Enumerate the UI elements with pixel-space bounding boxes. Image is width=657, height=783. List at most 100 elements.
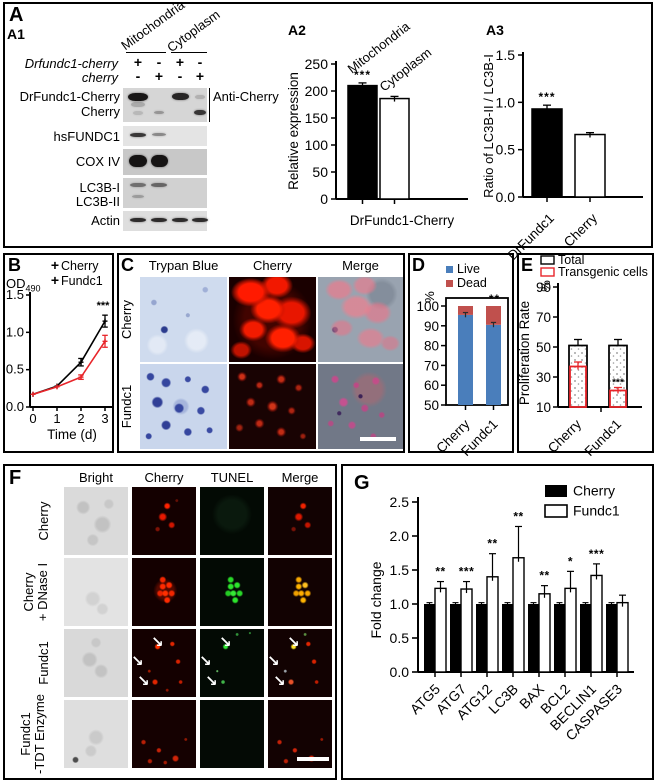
a3-tick: 0.5 xyxy=(496,142,516,158)
b-xtick: 2 xyxy=(77,411,84,426)
arrow-icon: ↘ xyxy=(273,673,286,690)
blot-strip xyxy=(123,149,207,175)
blot-band xyxy=(129,133,147,137)
f-image-r4-tunel xyxy=(200,700,264,768)
blot-strip xyxy=(123,88,207,122)
a2-tick: 100 xyxy=(305,137,329,153)
panel-label-c: C xyxy=(121,255,134,275)
f-image-r3-tunel: ↘ ↘ ↘ xyxy=(199,629,264,697)
b-ytick: 1.5 xyxy=(6,287,24,302)
antibody-label: Anti-Cherry xyxy=(213,89,279,104)
f-image-r2-cherry xyxy=(132,558,196,626)
blot-band xyxy=(171,218,189,222)
b-ylabel-sub: 490 xyxy=(25,283,41,294)
c-row-label-fundc1: Fundc1 xyxy=(119,384,135,429)
blot-strip xyxy=(123,126,207,146)
f-image-r1-cherry xyxy=(132,487,196,555)
f-row-label-cherry-dnase: Cherry + DNase I xyxy=(21,562,50,622)
a2-ylabel: Relative expression xyxy=(286,72,301,190)
c-image-cherry-merge xyxy=(318,277,403,362)
blot-band xyxy=(150,218,168,222)
f-header-cherry: Cherry xyxy=(144,470,184,485)
e-ytick: 10 xyxy=(536,400,551,415)
e-ylabel: Proliferation Rate xyxy=(517,301,532,405)
a3-tick: 1.0 xyxy=(496,94,516,110)
blot-label-cherry: Cherry xyxy=(80,104,120,119)
f-image-r1-merge xyxy=(268,487,332,555)
lane-sign: - xyxy=(177,68,183,84)
e-legend-0: Total xyxy=(558,253,584,267)
lane-sign: - xyxy=(197,54,203,70)
b-sig: *** xyxy=(97,300,111,312)
lane-sign: + xyxy=(154,68,164,84)
f-image-r4-cherry xyxy=(132,700,196,768)
b-legend-label: Cherry xyxy=(61,259,99,273)
d-ytick: 80 xyxy=(424,339,439,354)
d-ytick: 60 xyxy=(424,378,439,393)
blot-label-lc3b-ii: LC3B-II xyxy=(75,194,120,209)
f-image-r4-bright xyxy=(64,700,128,768)
blot-band xyxy=(150,155,168,167)
e-sig: *** xyxy=(612,378,624,389)
f-image-r1-bright xyxy=(64,487,128,555)
panel-label-g: G xyxy=(354,472,370,494)
g-sig: *** xyxy=(459,565,475,579)
arrow-icon: ↘ xyxy=(199,653,212,670)
f-image-r4-merge xyxy=(268,700,332,768)
b-xtick: 3 xyxy=(101,411,108,426)
blot-band xyxy=(130,183,146,187)
blot-band xyxy=(150,183,168,187)
panel-label-a: A xyxy=(9,4,24,26)
panel-label-e: E xyxy=(521,255,534,275)
d-ytick: 70 xyxy=(424,358,439,373)
b-legend-marker: + xyxy=(51,257,59,273)
e-ytick: 30 xyxy=(536,370,551,385)
d-sig: ** xyxy=(489,292,500,306)
blot-band xyxy=(128,155,148,167)
f-image-r2-bright xyxy=(64,558,128,626)
d-ytick: 100 xyxy=(416,299,439,314)
c-image-cherry-cherry xyxy=(229,277,316,362)
d-ytick: 90 xyxy=(424,319,439,334)
blot-strip xyxy=(123,178,207,208)
g-sig: ** xyxy=(435,565,445,579)
panel-label-a2: A2 xyxy=(288,22,306,38)
c-image-cherry-trypan xyxy=(140,277,227,362)
b-ylabel: OD490 xyxy=(6,276,41,294)
b-xtick: 1 xyxy=(53,411,60,426)
c-image-fundc1-trypan xyxy=(140,364,227,449)
g-ytick: 2.0 xyxy=(390,528,410,544)
g-ytick: 1.5 xyxy=(390,562,410,578)
lane-sign: + xyxy=(175,54,185,70)
panel-label-b: B xyxy=(8,255,21,275)
blot-label-actin: Actin xyxy=(91,213,120,228)
b-legend-marker: + xyxy=(51,272,59,288)
b-legend-label: Fundc1 xyxy=(61,274,103,288)
b-ytick: 0.5 xyxy=(6,362,24,377)
f-row-label-fundc1: Fundc1 xyxy=(36,641,51,685)
arrow-icon: ↘ xyxy=(287,634,300,651)
chart-a2: Relative expression050100150200250***Mit… xyxy=(286,18,468,228)
blot-label-lc3b-i: LC3B-I xyxy=(79,180,120,195)
f-scale-bar xyxy=(297,757,329,761)
f-image-r1-tunel xyxy=(200,487,264,555)
e-ytick: 50 xyxy=(536,340,551,355)
g-cat: LC3B xyxy=(485,681,521,717)
blot-band xyxy=(129,218,147,222)
blot-band xyxy=(171,93,189,100)
g-sig: * xyxy=(568,554,573,568)
a3-sig: *** xyxy=(538,90,555,104)
chart-g: Fold change0.00.51.01.52.02.5**ATG5***AT… xyxy=(368,483,634,744)
b-xtick: 0 xyxy=(29,411,36,426)
b-series-Fundc1 xyxy=(32,340,106,396)
panel-b-box xyxy=(3,253,114,453)
b-ytick: 1.0 xyxy=(6,324,24,339)
c-header-merge: Merge xyxy=(342,258,379,273)
blot-label-drfundc1-cherry: DrFundc1-Cherry xyxy=(19,89,120,104)
f-image-r3-bright xyxy=(64,629,128,697)
c-header-trypan-blue: Trypan Blue xyxy=(148,258,219,273)
g-ytick: 0.0 xyxy=(390,664,410,680)
c-header-cherry: Cherry xyxy=(252,258,292,273)
a2-tick: 150 xyxy=(305,110,329,126)
